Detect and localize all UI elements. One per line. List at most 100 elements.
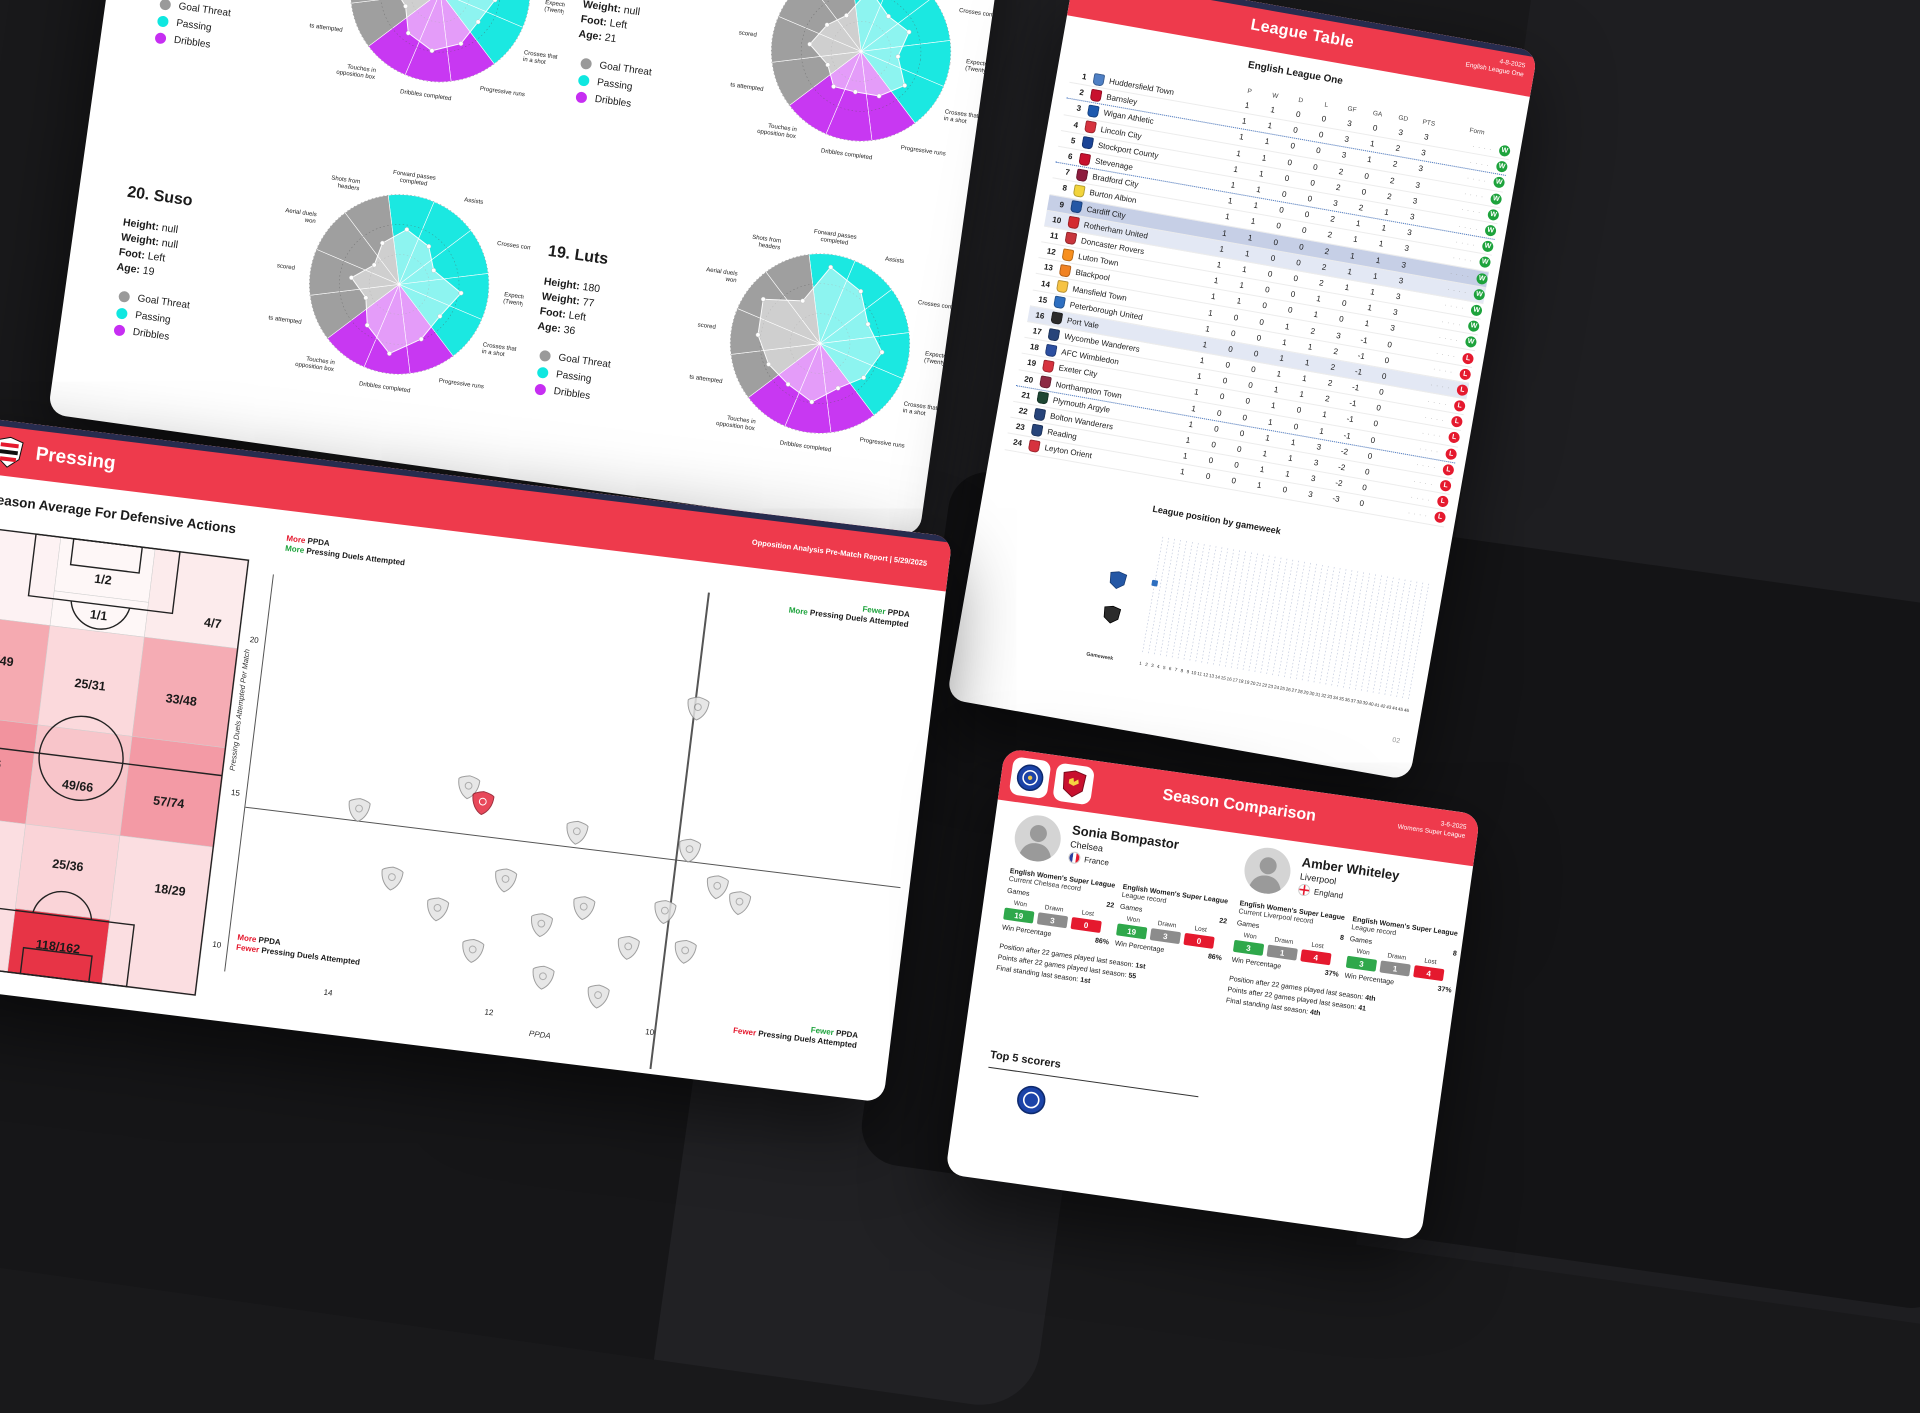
win-pct-label: Win Percentage xyxy=(1231,956,1282,971)
stat-cell: 0 xyxy=(1250,364,1257,375)
team-position: 24 xyxy=(1012,437,1023,449)
stat-cell: 1 xyxy=(1230,180,1236,191)
stat-cell: 0 xyxy=(1289,141,1296,152)
stat-cell: 1 xyxy=(1266,121,1273,131)
stat-cell: 1 xyxy=(1232,164,1239,175)
svg-text:40: 40 xyxy=(1368,701,1374,707)
stat-cell: 1 xyxy=(1375,255,1382,265)
win-pct-value: 37% xyxy=(1324,969,1340,979)
stat-cell: 1 xyxy=(1383,207,1390,218)
wdl-cell: Drawn 3 xyxy=(1149,919,1183,945)
stat-cell: 1 xyxy=(1261,449,1268,459)
svg-text:6: 6 xyxy=(1168,666,1172,671)
svg-text:19: 19 xyxy=(1244,679,1250,685)
stat-cell: 3 xyxy=(1315,442,1322,452)
stat-cell: 1 xyxy=(1372,271,1379,281)
stat-cell: 2 xyxy=(1329,214,1336,225)
club-badge xyxy=(615,933,642,962)
player-name: 20. Suso xyxy=(126,183,194,210)
player-name: 19. Luts xyxy=(546,242,610,269)
club-badge xyxy=(652,897,679,926)
player-pizza-report-card: Height: Weight: Foot: Age: Goal ThreatPa… xyxy=(47,0,1038,537)
stat-cell: 0 xyxy=(1244,396,1251,407)
form-dots: .... xyxy=(1449,269,1474,280)
svg-text:10: 10 xyxy=(1191,670,1197,676)
stat-cell: 0 xyxy=(1213,424,1220,434)
games-value: 22 xyxy=(1218,917,1228,926)
club-badge xyxy=(676,835,703,864)
wdl-value-chip: 19 xyxy=(1116,923,1148,940)
team-position: 12 xyxy=(1046,246,1057,258)
stat-cell: 1 xyxy=(1355,218,1362,229)
stat-cell: 0 xyxy=(1287,305,1294,316)
team-position: 17 xyxy=(1032,326,1043,337)
wdl-cell: Lost 4 xyxy=(1300,940,1333,966)
pitch-zone xyxy=(7,908,110,985)
stat-cell: 0 xyxy=(1320,114,1327,124)
team-position: 7 xyxy=(1064,167,1071,178)
form-dots: .... xyxy=(1452,253,1477,264)
nation-flag-icon xyxy=(1067,850,1082,865)
stat-cell: 3 xyxy=(1403,243,1410,254)
wdl-value-chip: 3 xyxy=(1232,939,1265,956)
pressing-card-header: Pressing Opposition Analysis Pre-Match R… xyxy=(0,415,953,592)
stat-cell: 1 xyxy=(1369,287,1376,297)
stat-cell: 3 xyxy=(1335,330,1342,341)
stat-cell: 2 xyxy=(1394,143,1401,154)
wdl-value-chip: 0 xyxy=(1183,932,1215,949)
form-badge: L xyxy=(1447,431,1461,445)
form-badge: L xyxy=(1461,351,1475,365)
pizza-metric-label: Forward passescompleted xyxy=(392,170,436,189)
form-dots: .... xyxy=(1413,477,1437,488)
x-axis-tick: 14 xyxy=(323,987,334,998)
stat-cell: 1 xyxy=(1287,453,1294,464)
stat-cell: 1 xyxy=(1238,132,1245,143)
games-value: 8 xyxy=(1452,950,1458,958)
stat-cell: 1 xyxy=(1315,294,1322,304)
team-position: 15 xyxy=(1037,294,1048,305)
form-dots: .... xyxy=(1469,158,1493,169)
svg-text:28: 28 xyxy=(1297,689,1303,695)
pizza-metric-label: Shots attempted xyxy=(257,314,301,326)
stat-cell: 0 xyxy=(1278,205,1285,216)
team-position: 18 xyxy=(1029,342,1040,353)
win-pct-value: 86% xyxy=(1094,937,1110,947)
legend-color-dot xyxy=(115,307,129,320)
wdl-cell: Lost 0 xyxy=(1070,908,1103,934)
stat-cell: 0 xyxy=(1230,476,1237,487)
stat-cell: 3 xyxy=(1343,134,1350,145)
nation-flag-icon xyxy=(1297,883,1311,897)
stat-cell: 0 xyxy=(1264,285,1271,295)
stat-cell: 1 xyxy=(1261,153,1268,163)
wdl-value-chip: 1 xyxy=(1379,960,1411,977)
stat-cell: 1 xyxy=(1193,387,1200,398)
form-badge: W xyxy=(1472,288,1486,301)
stat-cell: 2 xyxy=(1335,182,1342,193)
stat-cell: 0 xyxy=(1298,241,1305,252)
quadrant-label: Fewer PPDA Fewer Pressing Duels Attempted xyxy=(732,1016,859,1051)
pizza-legend: Goal Threat Passing Dribbles xyxy=(113,288,191,348)
y-axis-tick: 10 xyxy=(211,940,222,951)
legend-color-dot xyxy=(575,91,588,104)
team-position: 14 xyxy=(1040,278,1051,289)
stat-cell: 1 xyxy=(1199,355,1206,366)
stat-cell: 0 xyxy=(1318,130,1325,140)
stat-cell: -1 xyxy=(1345,414,1355,425)
stat-cell: 1 xyxy=(1244,100,1251,111)
stat-cell: 1 xyxy=(1221,228,1228,238)
wdl-cell: Won 19 xyxy=(1003,899,1036,924)
stat-cell: 1 xyxy=(1281,337,1288,348)
pitch-zone xyxy=(144,547,250,649)
report-strip-label: Opposition Analysis Pre-Match Report | 5… xyxy=(751,537,928,568)
form-dots: .... xyxy=(1418,445,1443,456)
form-dots: .... xyxy=(1441,317,1465,328)
league-standings-table: P W D L GF GA GD PTS Form 1 Huddersfield Town 1 1 0 0 3… xyxy=(1004,55,1514,528)
stat-cell: -1 xyxy=(1354,366,1363,377)
manager-nationality: France xyxy=(1067,850,1176,878)
pitch-zone-value: 60/96 xyxy=(0,754,2,772)
stat-cell: 0 xyxy=(1306,193,1313,204)
form-badge: W xyxy=(1464,335,1478,349)
stat-cell: 0 xyxy=(1289,289,1296,300)
